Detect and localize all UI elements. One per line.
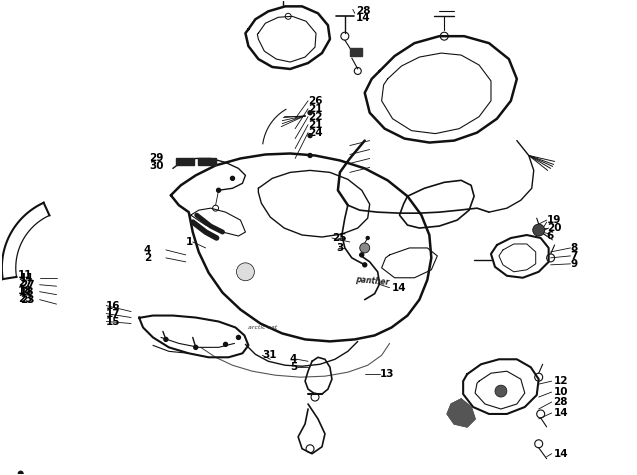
Text: 23: 23 <box>20 294 34 304</box>
Text: 9: 9 <box>571 259 578 269</box>
Text: 8: 8 <box>571 243 578 253</box>
Text: arctic cat: arctic cat <box>248 325 278 331</box>
Text: 28: 28 <box>356 6 370 16</box>
Circle shape <box>360 243 369 253</box>
Text: 10: 10 <box>554 387 568 397</box>
Text: 7: 7 <box>571 251 578 261</box>
Text: 14: 14 <box>554 408 568 418</box>
Circle shape <box>236 263 254 281</box>
Circle shape <box>194 345 197 349</box>
Text: 13: 13 <box>380 369 394 379</box>
Text: 19: 19 <box>547 215 561 225</box>
Text: 11: 11 <box>20 273 34 283</box>
Text: 24: 24 <box>308 128 323 138</box>
Circle shape <box>224 342 227 346</box>
Text: 5: 5 <box>290 362 297 372</box>
Circle shape <box>308 133 312 138</box>
Circle shape <box>308 153 312 158</box>
Circle shape <box>164 337 168 342</box>
Circle shape <box>533 224 545 236</box>
Text: 30: 30 <box>149 162 164 171</box>
Text: 20: 20 <box>547 223 561 233</box>
Text: 4: 4 <box>290 354 297 364</box>
Circle shape <box>495 385 507 397</box>
Text: 6: 6 <box>547 231 554 241</box>
Circle shape <box>308 111 312 115</box>
Text: 16: 16 <box>106 301 121 311</box>
Text: 23: 23 <box>18 294 32 304</box>
Text: 28: 28 <box>554 397 568 407</box>
Text: 18: 18 <box>20 287 34 297</box>
Text: 27: 27 <box>20 280 34 290</box>
Bar <box>176 159 194 165</box>
Circle shape <box>366 237 369 239</box>
Text: 18: 18 <box>18 285 32 295</box>
Circle shape <box>217 188 220 192</box>
Text: 25: 25 <box>332 233 347 243</box>
Circle shape <box>360 253 364 257</box>
Bar <box>350 48 362 56</box>
Text: 14: 14 <box>356 13 370 23</box>
Text: 1: 1 <box>185 237 193 247</box>
Text: 21: 21 <box>308 120 322 130</box>
Polygon shape <box>447 399 475 427</box>
Text: 14: 14 <box>392 283 406 293</box>
Text: 27: 27 <box>18 278 32 288</box>
Text: 11: 11 <box>18 270 32 280</box>
Text: 29: 29 <box>149 153 163 163</box>
Text: 31: 31 <box>262 350 277 361</box>
Circle shape <box>18 471 23 475</box>
Text: 12: 12 <box>554 376 568 386</box>
Text: panther: panther <box>355 275 389 287</box>
Text: 21: 21 <box>308 104 322 114</box>
Text: 14: 14 <box>554 449 568 459</box>
Text: 15: 15 <box>106 316 121 326</box>
Text: 2: 2 <box>144 253 151 263</box>
Circle shape <box>362 263 367 267</box>
Circle shape <box>231 176 234 180</box>
Text: 22: 22 <box>308 112 322 122</box>
Text: 17: 17 <box>106 309 121 319</box>
Circle shape <box>236 335 240 340</box>
Text: 3: 3 <box>336 243 343 253</box>
Text: 26: 26 <box>308 96 322 106</box>
Text: 4: 4 <box>143 245 151 255</box>
Bar <box>197 159 215 165</box>
